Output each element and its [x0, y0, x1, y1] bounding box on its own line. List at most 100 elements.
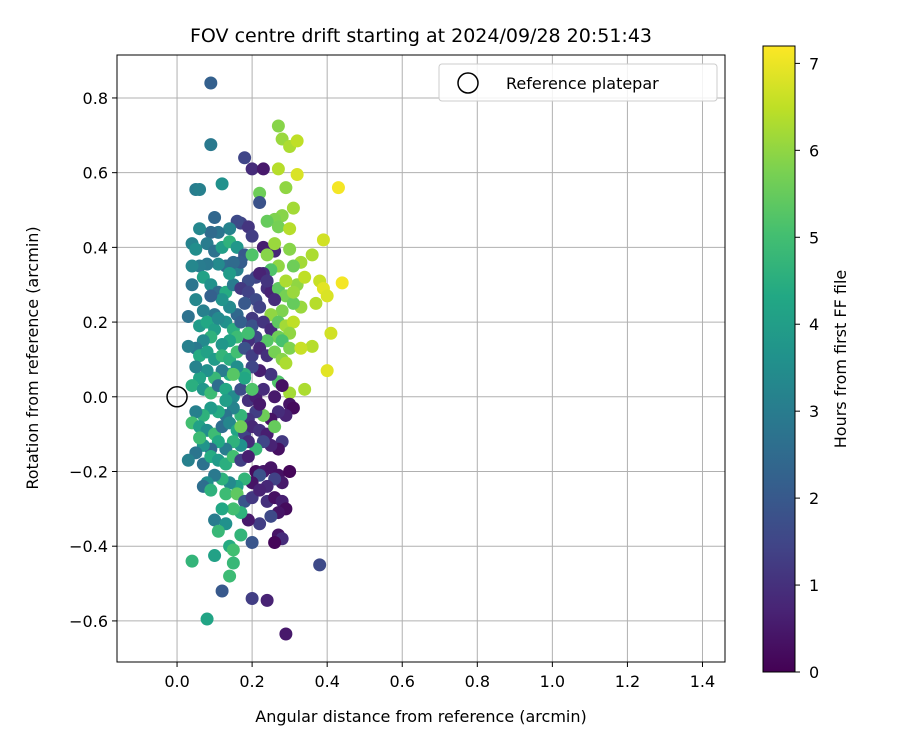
data-point — [316, 233, 330, 247]
colorbar-tick-label: 5 — [809, 228, 819, 247]
data-point — [245, 591, 259, 605]
data-point — [238, 151, 252, 165]
data-point — [283, 222, 297, 236]
data-point — [253, 196, 267, 210]
data-point — [215, 337, 229, 351]
data-point — [264, 367, 278, 381]
x-tick-label: 1.0 — [540, 672, 565, 691]
colorbar-ticks: 0 1 2 3 4 5 6 7 — [795, 54, 819, 682]
y-axis-label: Rotation from reference (arcmin) — [23, 226, 42, 489]
data-point — [290, 134, 304, 148]
data-point — [234, 420, 248, 434]
data-point — [223, 569, 237, 583]
data-point — [305, 339, 319, 353]
data-point — [211, 524, 225, 538]
data-point — [260, 593, 274, 607]
data-point — [286, 296, 300, 310]
data-point — [279, 274, 293, 288]
data-point — [185, 554, 199, 568]
data-point — [223, 267, 237, 281]
data-point — [204, 289, 218, 303]
data-point — [181, 309, 195, 323]
data-point — [283, 464, 297, 478]
data-point — [215, 177, 229, 191]
data-point — [245, 162, 259, 176]
data-point — [193, 222, 207, 236]
data-point — [204, 76, 218, 90]
colorbar-tick-label: 2 — [809, 489, 819, 508]
chart-title: FOV centre drift starting at 2024/09/28 … — [190, 25, 652, 47]
data-point — [320, 289, 334, 303]
data-point — [253, 186, 267, 200]
reference-marker — [166, 386, 188, 408]
data-point — [193, 431, 207, 445]
colorbar-tick-label: 4 — [809, 315, 819, 334]
data-point — [189, 242, 203, 256]
data-point — [234, 315, 248, 329]
data-point — [245, 382, 259, 396]
y-tick-label: 0.0 — [83, 388, 108, 407]
data-point — [215, 584, 229, 598]
data-point — [226, 255, 240, 269]
data-point — [219, 487, 233, 501]
data-point — [271, 119, 285, 133]
data-point — [215, 293, 229, 307]
x-tick-label: 0.2 — [239, 672, 264, 691]
data-point — [226, 543, 240, 557]
data-point — [211, 311, 225, 325]
colorbar-tick-label: 1 — [809, 576, 819, 595]
data-point — [238, 371, 252, 385]
data-point — [223, 222, 237, 236]
data-point — [264, 509, 278, 523]
data-point — [253, 483, 267, 497]
data-point — [268, 237, 282, 251]
colorbar-tick-label: 0 — [809, 663, 819, 682]
data-point — [271, 162, 285, 176]
data-point — [189, 293, 203, 307]
data-point — [226, 367, 240, 381]
data-point — [226, 502, 240, 516]
data-point — [226, 556, 240, 570]
data-point — [305, 248, 319, 262]
colorbar-gradient — [763, 46, 795, 672]
data-point — [185, 259, 199, 273]
x-tick-label: 0.4 — [314, 672, 339, 691]
y-axis-ticks: −0.6 −0.4 −0.2 0.0 0.2 0.4 0.6 0.8 — [69, 89, 117, 631]
colorbar-label: Hours from first FF file — [831, 270, 850, 449]
data-point — [189, 405, 203, 419]
data-point — [238, 296, 252, 310]
data-point — [200, 612, 214, 626]
colorbar-frame — [762, 45, 796, 673]
data-point — [268, 293, 282, 307]
data-point — [185, 379, 199, 393]
x-tick-label: 1.4 — [690, 672, 715, 691]
data-point — [286, 259, 300, 273]
data-point — [193, 182, 207, 196]
x-tick-label: 0.6 — [390, 672, 415, 691]
x-tick-label: 0.0 — [164, 672, 189, 691]
legend-entry: Reference platepar — [506, 74, 659, 93]
data-point — [260, 274, 274, 288]
colorbar: 0 1 2 3 4 5 6 7 Hours from first FF file — [762, 45, 850, 682]
data-point — [290, 168, 304, 182]
data-point — [253, 517, 267, 531]
data-point — [234, 382, 248, 396]
y-tick-label: −0.2 — [69, 462, 108, 481]
data-points — [181, 76, 349, 641]
y-tick-label: 0.2 — [83, 313, 108, 332]
data-point — [286, 285, 300, 299]
data-point — [283, 242, 297, 256]
data-point — [268, 390, 282, 404]
data-point — [208, 513, 222, 527]
x-tick-label: 1.2 — [615, 672, 640, 691]
legend-marker — [457, 72, 479, 94]
data-point — [313, 558, 327, 572]
data-point — [324, 326, 338, 340]
data-point — [204, 138, 218, 152]
data-point — [204, 483, 218, 497]
data-point — [245, 229, 259, 243]
plot-frame — [116, 54, 726, 663]
x-axis-ticks: 0.0 0.2 0.4 0.6 0.8 1.0 1.2 1.4 — [164, 662, 715, 691]
data-point — [279, 181, 293, 195]
